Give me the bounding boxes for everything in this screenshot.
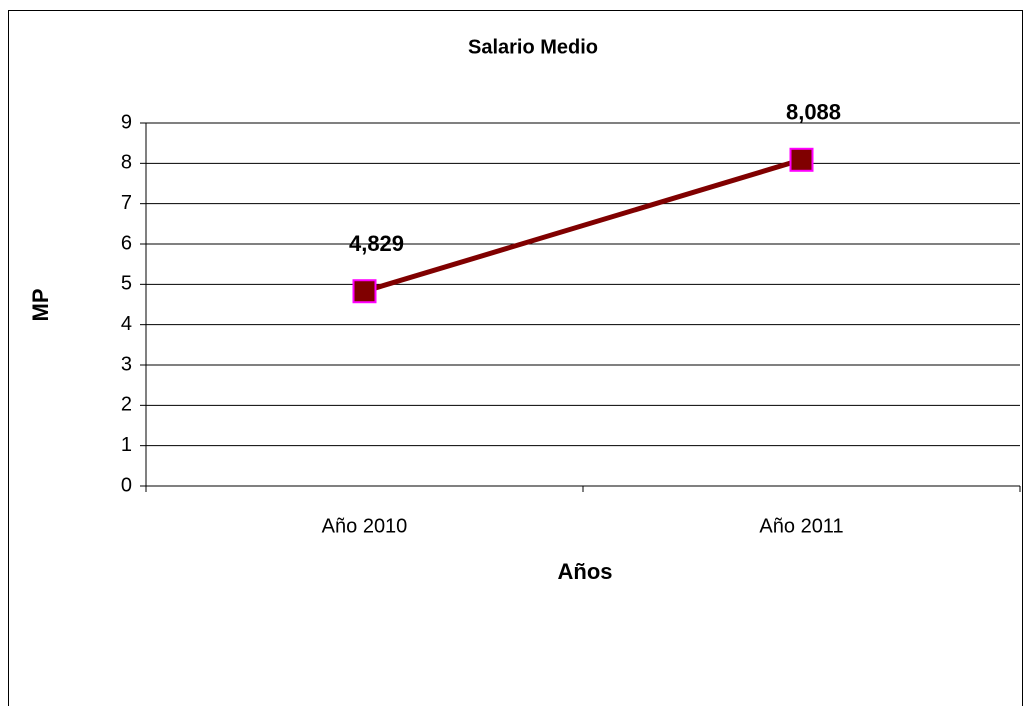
y-tick-label: 1 <box>121 434 132 456</box>
y-tick-label: 9 <box>121 111 132 133</box>
marker <box>352 279 377 304</box>
x-tick-label: Año 2011 <box>759 515 843 537</box>
chart-title: Salario Medio <box>468 36 598 58</box>
x-tick-label: Año 2010 <box>322 515 408 537</box>
y-tick-label: 0 <box>121 474 132 496</box>
y-tick-label: 8 <box>121 152 132 174</box>
chart-border <box>8 10 1023 706</box>
y-tick-label: 2 <box>121 394 132 416</box>
data-label: 8,088 <box>786 100 841 125</box>
y-tick-label: 5 <box>121 273 132 295</box>
y-tick-label: 3 <box>121 353 132 375</box>
data-label: 4,829 <box>349 231 404 256</box>
x-axis-label: Años <box>558 559 613 584</box>
line <box>363 157 803 294</box>
marker <box>789 147 814 172</box>
y-tick-label: 7 <box>121 192 132 214</box>
y-tick-label: 6 <box>121 232 132 254</box>
y-axis-label: MP <box>28 289 53 322</box>
y-tick-label: 4 <box>121 313 132 335</box>
